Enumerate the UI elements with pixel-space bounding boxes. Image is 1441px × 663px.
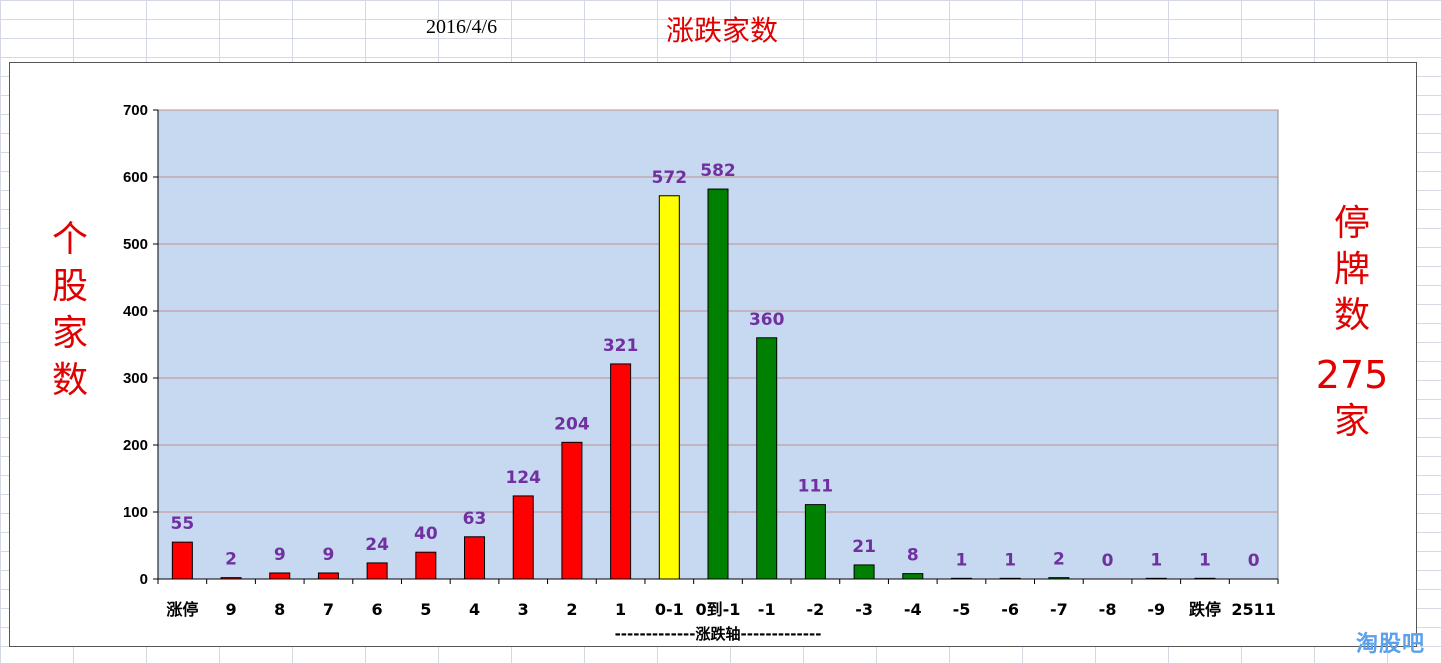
data-label: 21 — [852, 537, 876, 557]
bar — [1145, 577, 1167, 580]
data-label: 124 — [505, 468, 541, 488]
data-label: 63 — [463, 509, 487, 529]
bar-chart: 010020030040050060070055涨停29989724640563… — [123, 102, 1279, 643]
x-tick-label: -8 — [1099, 600, 1117, 619]
bar — [415, 551, 437, 580]
chart-area: 0 100 200 300 400 500 600 700 55 涨停 2 9 9 8 9 7 24 6 40 5 63… — [9, 62, 1417, 647]
y-title-char: 家 — [51, 313, 88, 354]
bar — [610, 363, 632, 580]
data-label: 360 — [749, 310, 785, 330]
bar — [561, 441, 583, 580]
bar — [999, 577, 1021, 580]
bar — [220, 577, 242, 580]
y-tick-label: 100 — [123, 504, 148, 521]
y-tick-label: 700 — [123, 102, 148, 119]
x-tick-label: 涨停 — [166, 600, 198, 619]
y-tick-label: 400 — [123, 303, 148, 320]
y-title-char: 个 — [51, 219, 88, 260]
bar — [756, 337, 778, 580]
x-tick-label: 跌停 — [1189, 600, 1221, 619]
bar — [902, 573, 924, 580]
bar — [464, 536, 486, 580]
x-tick-label: -9 — [1147, 600, 1165, 619]
data-label: 1 — [1150, 550, 1162, 570]
x-tick-label: 1 — [615, 600, 626, 619]
x-tick-label: 3 — [518, 600, 529, 619]
bar — [1194, 577, 1216, 580]
y-tick-label: 0 — [140, 571, 148, 588]
suspended-label: 停 牌 数 275 家 — [1312, 206, 1392, 450]
data-label: 1 — [1199, 550, 1211, 570]
suspended-char: 数 — [1333, 295, 1370, 336]
suspended-char: 牌 — [1333, 249, 1370, 290]
bar — [707, 188, 729, 580]
x-tick-label: 8 — [274, 600, 285, 619]
chart-date: 2016/4/6 — [426, 16, 498, 38]
y-tick-label: 600 — [123, 169, 148, 186]
bar — [512, 495, 534, 580]
data-label: 9 — [323, 545, 335, 565]
y-title-char: 数 — [51, 360, 88, 401]
x-tick-label: -1 — [758, 600, 776, 619]
chart-title: 涨跌家数 — [666, 14, 779, 47]
data-label: 55 — [171, 514, 195, 534]
x-tick-label: 4 — [469, 600, 480, 619]
y-tick-label: 300 — [123, 370, 148, 387]
x-tick-label: 5 — [420, 600, 431, 619]
bar — [658, 195, 680, 580]
x-tick-label: 7 — [323, 600, 334, 619]
x-tick-label: -5 — [953, 600, 971, 619]
data-label: 1 — [1004, 550, 1016, 570]
data-label: 1 — [956, 550, 968, 570]
bar — [171, 541, 193, 580]
x-tick-label: -3 — [855, 600, 873, 619]
data-label: 40 — [414, 524, 438, 544]
bar — [1048, 577, 1070, 580]
data-label: 2 — [225, 550, 237, 570]
data-label: 582 — [700, 161, 736, 181]
bar — [366, 562, 388, 580]
suspended-count: 275 — [1315, 353, 1389, 397]
y-tick-label: 200 — [123, 437, 148, 454]
bar — [853, 564, 875, 580]
y-title-char: 股 — [51, 266, 88, 307]
data-label: 321 — [603, 336, 639, 356]
data-label: 572 — [652, 168, 688, 188]
x-tick-label: -7 — [1050, 600, 1068, 619]
x-tick-label: 9 — [225, 600, 236, 619]
watermark-logo: 淘股吧 — [1356, 632, 1426, 657]
x-tick-label: -6 — [1001, 600, 1019, 619]
suspended-char: 家 — [1333, 401, 1370, 442]
x-tick-label: 2511 — [1231, 600, 1276, 619]
x-tick-label: -2 — [807, 600, 825, 619]
data-label: 2 — [1053, 550, 1065, 570]
data-label: 0 — [1102, 551, 1114, 571]
y-axis-title: 个 股 家 数 — [46, 222, 94, 410]
x-axis-title: -------------涨跌轴------------- — [615, 625, 822, 643]
bar — [950, 577, 972, 580]
x-tick-label: -4 — [904, 600, 922, 619]
x-tick-label: 6 — [372, 600, 383, 619]
y-tick-label: 500 — [123, 236, 148, 253]
x-tick-label: 0到-1 — [696, 600, 741, 619]
data-label: 0 — [1248, 551, 1260, 571]
x-tick-label: 0-1 — [655, 600, 684, 619]
bar — [269, 572, 291, 580]
data-label: 8 — [907, 546, 919, 566]
x-tick-label: 2 — [566, 600, 577, 619]
data-label: 24 — [365, 535, 389, 555]
suspended-char: 停 — [1333, 203, 1370, 244]
bar — [317, 572, 339, 580]
data-label: 111 — [798, 477, 834, 497]
data-label: 204 — [554, 414, 590, 434]
data-label: 9 — [274, 545, 286, 565]
bar — [804, 504, 826, 580]
